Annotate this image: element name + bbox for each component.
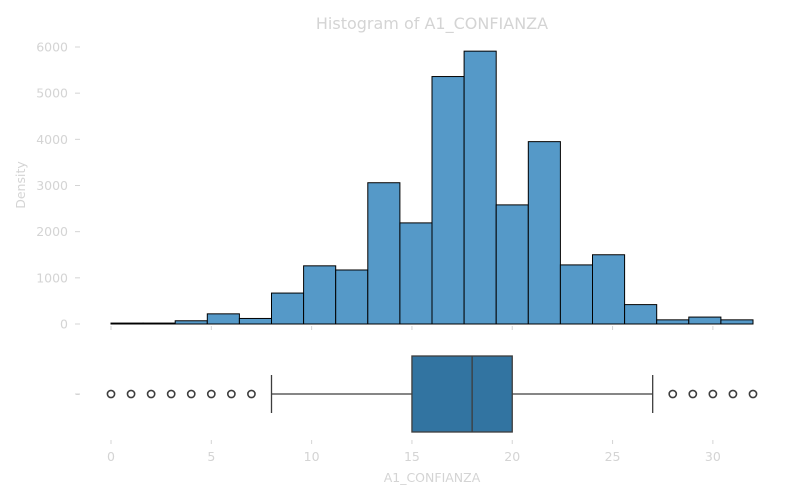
histogram-bars (110, 50, 754, 325)
histogram-y-tick-label: 1000 (36, 270, 68, 285)
histogram-bar (110, 322, 144, 325)
boxplot-outlier-point (106, 389, 116, 399)
histogram-y-tick-label: 4000 (36, 132, 68, 147)
histogram-bar (495, 204, 529, 325)
boxplot-x-axis-label: A1_CONFIANZA (384, 470, 481, 485)
histogram-bar (592, 254, 626, 325)
histogram-y-axis-label: Density (13, 161, 28, 209)
boxplot (106, 355, 758, 433)
boxplot-outlier-point (206, 389, 216, 399)
histogram-bar (367, 182, 401, 325)
boxplot-outlier-point (186, 389, 196, 399)
boxplot-outlier-point (668, 389, 678, 399)
boxplot-x-tick-label: 25 (605, 449, 621, 464)
boxplot-outlier-point (166, 389, 176, 399)
histogram-y-tick-label: 3000 (36, 178, 68, 193)
histogram-bar (688, 316, 722, 325)
boxplot-outlier-point (146, 389, 156, 399)
histogram-bar (142, 322, 176, 325)
histogram-y-tick-label: 5000 (36, 86, 68, 101)
boxplot-x-tick-label: 10 (304, 449, 320, 464)
boxplot-x-tick-label: 0 (107, 449, 115, 464)
boxplot-outlier-point (126, 389, 136, 399)
boxplot-outlier-point (247, 389, 256, 399)
boxplot-box (411, 355, 513, 433)
histogram-y-ticks: 0 1000 2000 3000 4000 5000 6000 (36, 40, 80, 332)
boxplot-x-tick-label: 20 (504, 449, 520, 464)
boxplot-x-tick-label: 30 (705, 449, 721, 464)
histogram-bar (174, 320, 208, 325)
chart-title: Histogram of A1_CONFIANZA (316, 14, 548, 34)
boxplot-outlier-point (226, 389, 236, 399)
boxplot-outlier-point (728, 389, 738, 399)
histogram-bar (271, 292, 305, 325)
histogram-bar (399, 222, 433, 325)
histogram-bar (656, 319, 690, 325)
boxplot-x-tick-label: 15 (404, 449, 420, 464)
histogram-bar (624, 304, 658, 325)
histogram-bar (206, 313, 240, 325)
boxplot-outlier-point (748, 389, 758, 399)
histogram-bar (463, 50, 497, 325)
boxplot-x-tick-label: 5 (207, 449, 215, 464)
histogram-bar (527, 141, 561, 325)
histogram-bar (431, 76, 465, 325)
histogram-bar (303, 265, 337, 325)
histogram-bar (238, 317, 272, 325)
histogram-y-tick-label: 0 (60, 317, 68, 332)
histogram-bar (335, 269, 369, 325)
histogram-y-tick-label: 6000 (36, 40, 68, 55)
histogram-bar (720, 319, 754, 325)
histogram-x-tick-marks (110, 326, 714, 330)
boxplot-outlier-point (708, 389, 718, 399)
histogram-bar (559, 264, 594, 325)
boxplot-outlier-point (688, 389, 698, 399)
histogram-y-tick-label: 2000 (36, 224, 68, 239)
boxplot-x-ticks: 0 5 10 15 20 25 30 (75, 393, 721, 464)
